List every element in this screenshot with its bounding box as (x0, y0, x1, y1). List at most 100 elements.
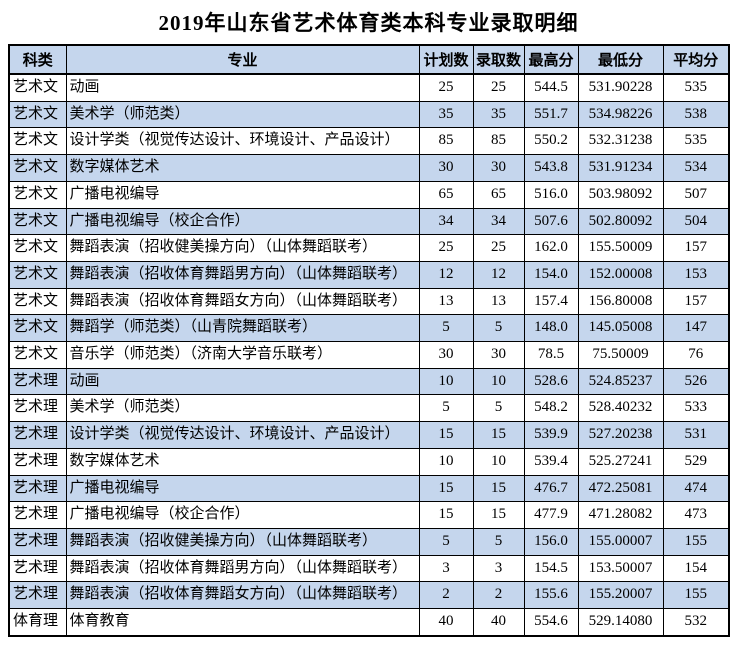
table-row: 艺术文 数字媒体艺术 30 30 543.8 531.91234 534 (8, 154, 730, 182)
cell-max-score: 528.6 (523, 367, 579, 396)
cell-avg-score: 155 (662, 581, 730, 610)
cell-major: 动画 (65, 73, 420, 102)
cell-avg-score: 531 (662, 421, 730, 449)
cell-category: 艺术文 (8, 287, 67, 316)
cell-admitted-count: 10 (472, 367, 525, 396)
cell-major: 舞蹈表演（招收体育舞蹈男方向）（山体舞蹈联考） (65, 260, 420, 289)
cell-min-score: 528.40232 (577, 394, 664, 423)
cell-avg-score: 538 (662, 100, 730, 129)
cell-plan-count: 15 (418, 501, 474, 529)
cell-major: 广播电视编导 (65, 474, 420, 503)
cell-category: 艺术理 (8, 474, 67, 503)
col-header-avg-score: 平均分 (662, 44, 730, 75)
cell-min-score: 503.98092 (577, 180, 664, 209)
table-row: 体育理 体育教育 40 40 554.6 529.14080 532 (8, 608, 730, 637)
cell-plan-count: 5 (418, 314, 474, 343)
cell-avg-score: 534 (662, 154, 730, 182)
table-row: 艺术理 舞蹈表演（招收体育舞蹈女方向）（山体舞蹈联考） 2 2 155.6 15… (8, 581, 730, 610)
cell-category: 艺术文 (8, 180, 67, 209)
table-row: 艺术文 美术学（师范类） 35 35 551.7 534.98226 538 (8, 100, 730, 129)
cell-category: 艺术文 (8, 314, 67, 343)
cell-major: 音乐学（师范类）（济南大学音乐联考） (65, 341, 420, 369)
cell-admitted-count: 65 (472, 180, 525, 209)
cell-min-score: 472.25081 (577, 474, 664, 503)
cell-category: 艺术文 (8, 100, 67, 129)
cell-admitted-count: 15 (472, 421, 525, 449)
table-row: 艺术理 数字媒体艺术 10 10 539.4 525.27241 529 (8, 447, 730, 476)
cell-plan-count: 10 (418, 367, 474, 396)
cell-max-score: 544.5 (523, 73, 579, 102)
cell-category: 艺术文 (8, 154, 67, 182)
cell-avg-score: 155 (662, 527, 730, 556)
cell-plan-count: 3 (418, 554, 474, 583)
cell-min-score: 529.14080 (577, 608, 664, 637)
cell-min-score: 531.90228 (577, 73, 664, 102)
cell-admitted-count: 30 (472, 341, 525, 369)
cell-category: 艺术文 (8, 73, 67, 102)
cell-category: 艺术文 (8, 341, 67, 369)
cell-plan-count: 85 (418, 127, 474, 156)
cell-avg-score: 147 (662, 314, 730, 343)
cell-admitted-count: 34 (472, 207, 525, 236)
cell-max-score: 507.6 (523, 207, 579, 236)
cell-category: 体育理 (8, 608, 67, 637)
cell-min-score: 153.50007 (577, 554, 664, 583)
page-title: 2019年山东省艺术体育类本科专业录取明细 (158, 11, 579, 35)
cell-avg-score: 473 (662, 501, 730, 529)
col-header-category: 科类 (8, 44, 67, 75)
cell-plan-count: 5 (418, 394, 474, 423)
cell-major: 广播电视编导 (65, 180, 420, 209)
cell-major: 舞蹈表演（招收健美操方向）（山体舞蹈联考） (65, 234, 420, 262)
table-row: 艺术理 舞蹈表演（招收健美操方向）（山体舞蹈联考） 5 5 156.0 155.… (8, 527, 730, 556)
cell-major: 广播电视编导（校企合作） (65, 501, 420, 529)
cell-max-score: 543.8 (523, 154, 579, 182)
cell-max-score: 476.7 (523, 474, 579, 503)
table-row: 艺术理 广播电视编导（校企合作） 15 15 477.9 471.28082 4… (8, 501, 730, 529)
cell-major: 设计学类（视觉传达设计、环境设计、产品设计） (65, 421, 420, 449)
cell-admitted-count: 5 (472, 314, 525, 343)
table-row: 艺术文 音乐学（师范类）（济南大学音乐联考） 30 30 78.5 75.500… (8, 341, 730, 369)
cell-admitted-count: 5 (472, 394, 525, 423)
cell-avg-score: 507 (662, 180, 730, 209)
cell-plan-count: 65 (418, 180, 474, 209)
table-row: 艺术文 动画 25 25 544.5 531.90228 535 (8, 73, 730, 102)
cell-admitted-count: 12 (472, 260, 525, 289)
cell-category: 艺术理 (8, 581, 67, 610)
cell-plan-count: 30 (418, 154, 474, 182)
cell-plan-count: 15 (418, 474, 474, 503)
table-row: 艺术理 动画 10 10 528.6 524.85237 526 (8, 367, 730, 396)
cell-plan-count: 25 (418, 234, 474, 262)
cell-min-score: 155.20007 (577, 581, 664, 610)
cell-admitted-count: 2 (472, 581, 525, 610)
cell-category: 艺术理 (8, 394, 67, 423)
cell-major: 美术学（师范类） (65, 394, 420, 423)
cell-max-score: 477.9 (523, 501, 579, 529)
cell-max-score: 554.6 (523, 608, 579, 637)
cell-major: 舞蹈表演（招收健美操方向）（山体舞蹈联考） (65, 527, 420, 556)
admissions-table: 科类 专业 计划数 录取数 最高分 最低分 平均分 艺术文 动画 25 25 5… (8, 44, 730, 637)
cell-category: 艺术文 (8, 127, 67, 156)
cell-avg-score: 529 (662, 447, 730, 476)
cell-major: 广播电视编导（校企合作） (65, 207, 420, 236)
cell-avg-score: 526 (662, 367, 730, 396)
cell-min-score: 75.50009 (577, 341, 664, 369)
table-row: 艺术理 设计学类（视觉传达设计、环境设计、产品设计） 15 15 539.9 5… (8, 421, 730, 449)
cell-max-score: 550.2 (523, 127, 579, 156)
cell-admitted-count: 25 (472, 73, 525, 102)
cell-min-score: 502.80092 (577, 207, 664, 236)
cell-plan-count: 10 (418, 447, 474, 476)
cell-major: 数字媒体艺术 (65, 447, 420, 476)
cell-admitted-count: 5 (472, 527, 525, 556)
cell-plan-count: 15 (418, 421, 474, 449)
table-row: 艺术文 舞蹈表演（招收体育舞蹈女方向）（山体舞蹈联考） 13 13 157.4 … (8, 287, 730, 316)
cell-avg-score: 154 (662, 554, 730, 583)
cell-max-score: 156.0 (523, 527, 579, 556)
cell-max-score: 154.5 (523, 554, 579, 583)
cell-category: 艺术理 (8, 367, 67, 396)
cell-max-score: 548.2 (523, 394, 579, 423)
cell-min-score: 155.00007 (577, 527, 664, 556)
table-header: 科类 专业 计划数 录取数 最高分 最低分 平均分 (8, 44, 730, 75)
col-header-admitted-count: 录取数 (472, 44, 525, 75)
cell-max-score: 539.9 (523, 421, 579, 449)
